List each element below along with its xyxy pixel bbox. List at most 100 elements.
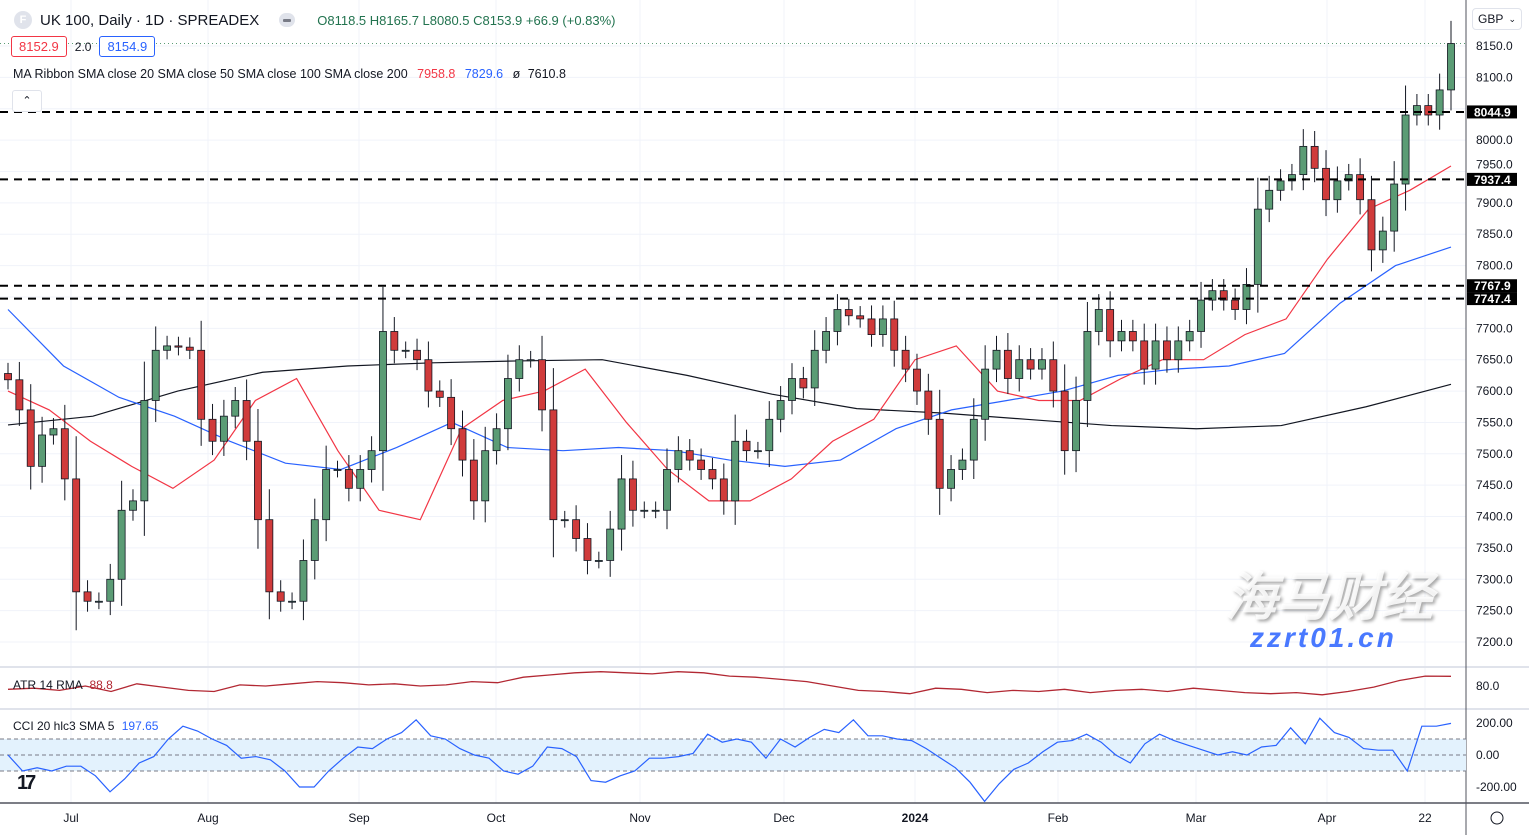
sell-button[interactable]: 8152.9 [11,36,67,57]
candle-up [140,400,149,502]
candle-up [379,331,387,452]
level-price-label: 7767.9 [1474,279,1511,293]
candle-down [1231,299,1240,310]
price-tick-label: 8000.0 [1476,133,1513,147]
price-tick-label: 7700.0 [1476,321,1513,335]
candle-up [958,459,967,470]
candle-up [1242,284,1251,310]
atr-legend[interactable]: ATR 14 RMA 88.8 [13,678,113,692]
candle-down [83,591,92,602]
time-tick-label: Apr [1318,811,1337,825]
sma200-value: 7610.8 [527,67,566,81]
currency-selector[interactable]: GBP ⌄ [1472,8,1522,30]
candle-up [1344,174,1353,182]
level-price-tag [1467,279,1517,293]
candle-down [1310,145,1319,169]
time-tick-label: Aug [197,811,218,825]
candle-up [1117,331,1126,342]
price-tick-label: 7850.0 [1476,227,1513,241]
tradingview-logo[interactable]: 17 [17,772,36,794]
candle-up [1299,145,1308,176]
time-tick-label: Feb [1048,811,1069,825]
symbol-title[interactable]: UK 100, Daily · 1D · SPREADEX [40,11,260,29]
symbol-legend: F UK 100, Daily · 1D · SPREADEX O8118.5 … [14,11,616,29]
candle-up [1174,340,1183,361]
candle-down [174,345,183,348]
candle-down [435,390,444,398]
candle-up [1276,180,1285,191]
candle-up [333,469,342,471]
candle-up [810,349,819,389]
candle-down [424,359,433,392]
level-price-tag [1467,105,1517,119]
candle-up [1333,180,1342,201]
price-tick-label: 7600.0 [1476,384,1513,398]
candle-up [617,478,626,530]
candle-down [1322,167,1330,201]
candle-up [1412,105,1421,116]
candle-up [1401,114,1410,185]
candle-up [129,500,137,511]
time-tick-label: Dec [773,811,794,825]
atr-label: ATR 14 RMA [13,678,83,692]
ma-ribbon-legend[interactable]: MA Ribbon SMA close 20 SMA close 50 SMA … [13,67,566,81]
candle-up [526,359,535,362]
level-price-tag [1467,172,1517,186]
candle-down [1140,340,1149,370]
candle-down [276,591,285,602]
ma-label: MA Ribbon SMA close 20 SMA close 50 SMA … [13,67,408,81]
candle-down [15,379,24,411]
level-price-label: 7937.4 [1474,173,1511,187]
collapse-legend-button[interactable]: ⌃ [12,90,42,112]
candle-up [1197,299,1205,332]
price-tick-label: 7800.0 [1476,259,1513,273]
candle-down [242,400,251,442]
level-price-tag [1467,292,1517,306]
price-tick-label: 7200.0 [1476,635,1513,649]
candle-up [322,469,331,521]
chevron-down-icon: ⌄ [1508,13,1516,24]
candle-down [413,349,421,361]
spread-value: 2.0 [74,39,92,54]
price-tick-label: 7550.0 [1476,415,1513,429]
market-status-icon[interactable] [279,13,296,27]
candle-up [1185,331,1194,342]
candle-up [94,600,103,603]
price-tick-label: 7400.0 [1476,510,1513,524]
candle-down [390,331,399,351]
candle-down [4,373,12,381]
candle-up [1151,340,1160,370]
price-tick-label: 7500.0 [1476,447,1513,461]
candle-down [1367,199,1376,251]
candle-up [504,378,512,430]
candle-up [788,378,796,401]
candle-down [583,538,592,561]
candle-up [1038,359,1046,370]
candle-down [1424,105,1433,116]
candle-down [708,469,717,480]
candle-up [776,400,785,420]
candle-up [1288,174,1296,182]
candle-down [1026,359,1035,370]
candle-up [1094,309,1103,332]
buy-button[interactable]: 8154.9 [99,36,156,57]
candle-down [254,440,262,521]
cci-value: 197.65 [121,719,159,733]
cci-legend[interactable]: CCI 20 hlc3 SMA 5 197.65 [13,719,158,733]
candle-up [163,345,171,351]
candle-up [765,418,774,452]
candle-down [469,459,478,502]
candle-up [401,349,410,352]
ohlc-values: O8118.5 H8165.7 L8080.5 C8153.9 +66.9 (+… [317,12,616,28]
candle-up [231,400,240,417]
atr-tick-label: 80.0 [1476,679,1500,693]
candle-down [1060,390,1069,452]
candle-down [197,349,206,420]
candle-down [628,478,637,511]
atr-value: 88.8 [89,678,113,692]
settings-icon[interactable] [1490,811,1504,825]
candle-up [492,428,501,452]
candle-down [799,378,808,389]
cci-line [7,717,1452,803]
